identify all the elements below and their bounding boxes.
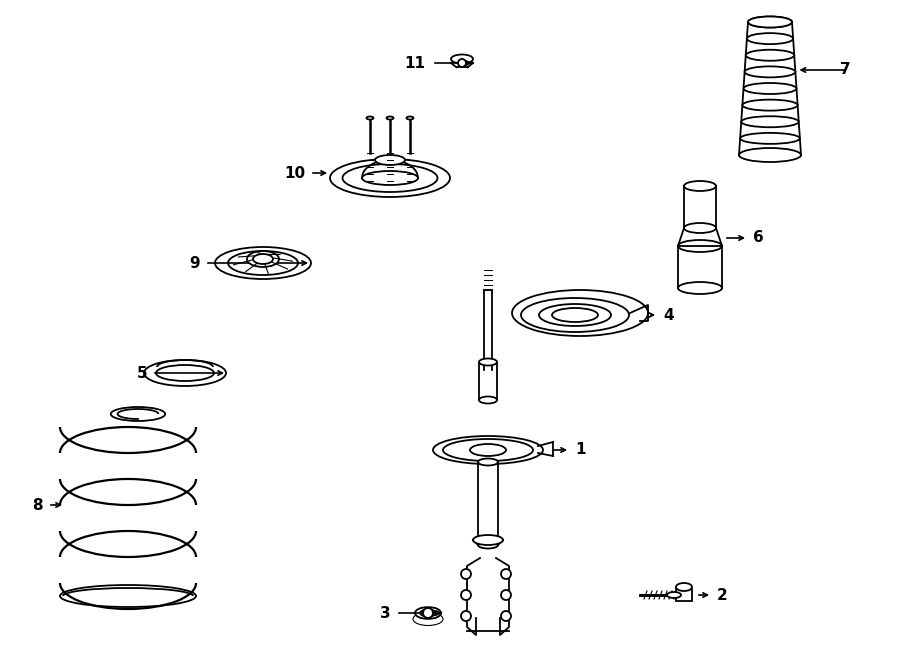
Ellipse shape xyxy=(747,33,793,44)
Ellipse shape xyxy=(386,116,393,120)
Ellipse shape xyxy=(478,459,498,465)
Ellipse shape xyxy=(156,365,214,381)
Ellipse shape xyxy=(684,223,716,233)
Ellipse shape xyxy=(743,83,796,94)
Ellipse shape xyxy=(366,116,373,120)
Circle shape xyxy=(461,611,471,621)
Ellipse shape xyxy=(667,592,681,598)
Ellipse shape xyxy=(479,397,497,403)
Ellipse shape xyxy=(742,116,799,128)
Ellipse shape xyxy=(451,54,473,63)
Ellipse shape xyxy=(512,290,648,336)
Ellipse shape xyxy=(330,159,450,197)
Circle shape xyxy=(461,590,471,600)
Text: 7: 7 xyxy=(840,63,850,77)
Text: 9: 9 xyxy=(189,256,200,270)
Ellipse shape xyxy=(684,181,716,191)
Text: 11: 11 xyxy=(404,56,425,71)
Ellipse shape xyxy=(228,251,298,275)
Ellipse shape xyxy=(407,116,413,120)
Text: 4: 4 xyxy=(663,307,673,323)
Text: 8: 8 xyxy=(32,498,43,512)
Ellipse shape xyxy=(473,535,503,545)
Ellipse shape xyxy=(746,50,794,61)
Ellipse shape xyxy=(479,358,497,366)
Circle shape xyxy=(501,569,511,579)
Ellipse shape xyxy=(362,171,418,185)
Ellipse shape xyxy=(739,149,801,161)
Ellipse shape xyxy=(739,148,801,162)
Ellipse shape xyxy=(215,247,311,279)
Ellipse shape xyxy=(253,254,273,264)
Ellipse shape xyxy=(470,444,506,456)
Ellipse shape xyxy=(375,155,405,165)
Ellipse shape xyxy=(740,133,800,144)
Ellipse shape xyxy=(678,240,722,252)
Ellipse shape xyxy=(678,282,722,294)
Ellipse shape xyxy=(443,439,533,461)
Ellipse shape xyxy=(539,304,611,326)
Ellipse shape xyxy=(420,609,436,617)
Ellipse shape xyxy=(144,360,226,386)
Circle shape xyxy=(461,569,471,579)
Ellipse shape xyxy=(742,100,797,110)
Ellipse shape xyxy=(60,585,196,607)
Ellipse shape xyxy=(433,436,543,464)
Text: 5: 5 xyxy=(137,366,147,381)
Text: 1: 1 xyxy=(575,442,586,457)
Ellipse shape xyxy=(413,613,443,625)
Circle shape xyxy=(458,59,466,67)
Ellipse shape xyxy=(111,407,166,421)
Ellipse shape xyxy=(415,607,441,619)
Ellipse shape xyxy=(744,66,796,77)
Text: 3: 3 xyxy=(381,605,391,621)
Bar xyxy=(676,589,692,601)
Text: 6: 6 xyxy=(753,231,764,245)
Circle shape xyxy=(501,611,511,621)
Text: 10: 10 xyxy=(284,165,305,180)
Ellipse shape xyxy=(247,251,279,267)
Ellipse shape xyxy=(676,583,692,591)
Circle shape xyxy=(423,608,433,618)
Ellipse shape xyxy=(478,541,498,549)
Text: 2: 2 xyxy=(717,588,728,602)
Ellipse shape xyxy=(748,17,792,28)
Ellipse shape xyxy=(748,17,792,28)
Circle shape xyxy=(501,590,511,600)
